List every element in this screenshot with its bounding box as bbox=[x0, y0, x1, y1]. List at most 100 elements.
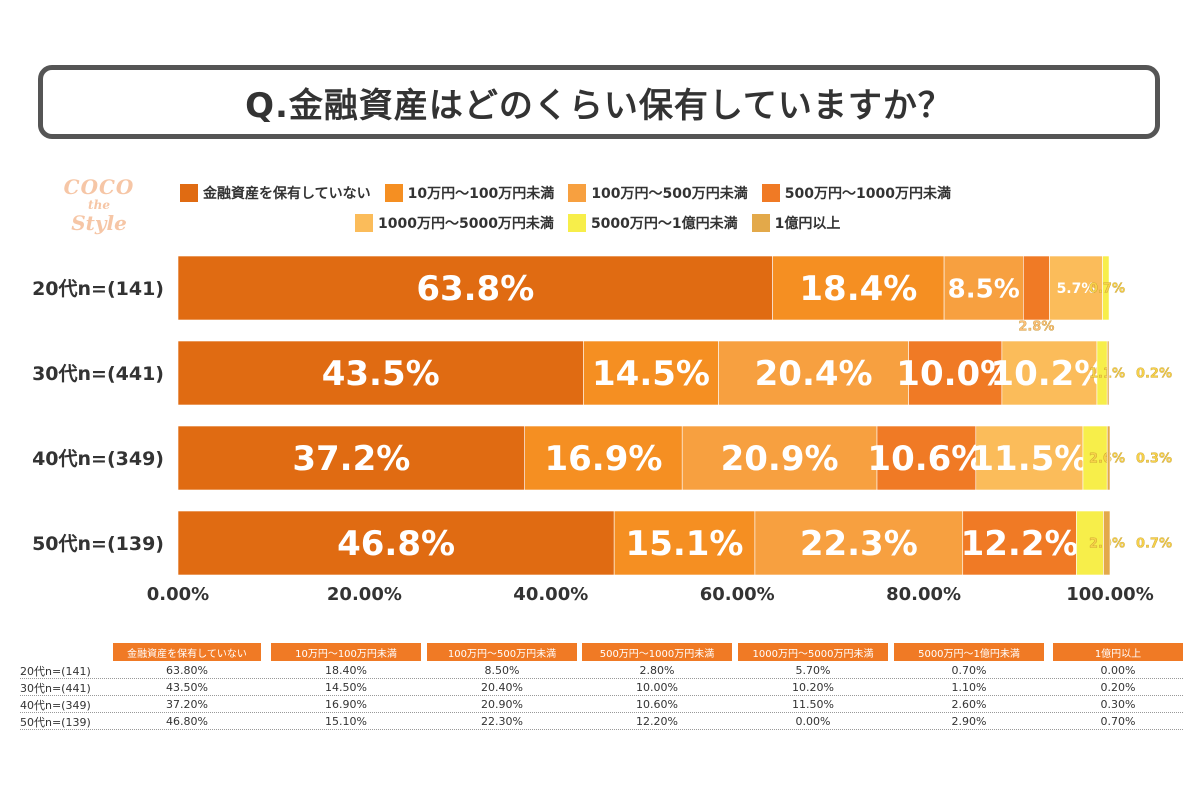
data-label: 0.2% bbox=[1136, 367, 1172, 382]
logo-line-3: Style bbox=[71, 211, 127, 235]
bar-segment bbox=[876, 425, 977, 491]
table-cell: 0.00% bbox=[1100, 664, 1136, 677]
bar-segment bbox=[177, 255, 773, 321]
table-cell: 22.30% bbox=[481, 715, 523, 728]
data-label: 18.4% bbox=[799, 269, 917, 309]
legend-label: 500万円～1000万円未満 bbox=[784, 186, 951, 202]
bar-segment bbox=[975, 425, 1084, 491]
x-tick-label: 20.00% bbox=[327, 584, 402, 605]
table-cell: 16.90% bbox=[325, 698, 367, 711]
legend-label: 1000万円～5000万円未満 bbox=[378, 216, 554, 232]
bar-segment bbox=[177, 340, 584, 406]
data-label: 12.2% bbox=[961, 524, 1079, 564]
data-label: 8.5% bbox=[948, 274, 1020, 304]
bar-segment bbox=[177, 425, 526, 491]
table-cell: 20.40% bbox=[481, 681, 523, 694]
legend-swatch bbox=[384, 184, 403, 202]
table-cell: 0.70% bbox=[951, 664, 987, 677]
bar-segment bbox=[1106, 340, 1110, 406]
table-cell: 1.10% bbox=[951, 681, 987, 694]
data-label: 10.2% bbox=[990, 354, 1108, 394]
legend-item: 1000万円～5000万円未満 bbox=[355, 213, 554, 233]
data-label: 43.5% bbox=[322, 354, 440, 394]
x-tick-label: 40.00% bbox=[513, 584, 588, 605]
table-cell: 2.60% bbox=[951, 698, 987, 711]
data-label: 16.9% bbox=[544, 439, 662, 479]
chart-legend: 金融資産を保有していない 10万円～100万円未満 100万円～500万円未満 500… bbox=[180, 183, 1140, 243]
logo-line-1: COCO bbox=[63, 175, 135, 199]
table-cell: 0.70% bbox=[1100, 715, 1136, 728]
table-cell: 20.90% bbox=[481, 698, 523, 711]
x-tick-label: 80.00% bbox=[886, 584, 961, 605]
data-label: 14.5% bbox=[592, 354, 710, 394]
brand-logo: COCO the Style bbox=[60, 175, 138, 240]
table-cell: 10.00% bbox=[636, 681, 678, 694]
x-tick-label: 100.00% bbox=[1066, 584, 1154, 605]
logo-line-2: the bbox=[88, 198, 110, 212]
table-cell: 10.60% bbox=[636, 698, 678, 711]
table-cell: 63.80% bbox=[166, 664, 208, 677]
table-cell: 12.20% bbox=[636, 715, 678, 728]
legend-item: 1億円以上 bbox=[751, 213, 841, 233]
data-label: 10.0% bbox=[896, 354, 1014, 394]
bar-segment bbox=[962, 510, 1077, 576]
bar-segment bbox=[1106, 425, 1111, 491]
bar-segment bbox=[754, 510, 964, 576]
table-cell: 0.30% bbox=[1100, 698, 1136, 711]
legend-swatch bbox=[568, 184, 587, 202]
data-label: 0.3% bbox=[1136, 452, 1172, 467]
table-row-divider bbox=[20, 712, 1183, 713]
bar-segment bbox=[1001, 340, 1098, 406]
table-cell: 2.90% bbox=[951, 715, 987, 728]
legend-swatch bbox=[355, 214, 373, 232]
title-box: Q.金融資産はどのくらい保有していますか？ bbox=[38, 65, 1160, 139]
data-label: 15.1% bbox=[626, 524, 744, 564]
legend-label: 1億円以上 bbox=[774, 216, 841, 232]
category-label: 50代n=(139) bbox=[32, 533, 164, 555]
table-cell: 11.50% bbox=[792, 698, 834, 711]
legend-item: 100万円～500万円未満 bbox=[568, 183, 748, 203]
table-header: 500万円～1000万円未満 bbox=[582, 643, 732, 661]
table-cell: 0.20% bbox=[1100, 681, 1136, 694]
data-label: 5.7% bbox=[1057, 281, 1096, 297]
table-row-label: 50代n=(139) bbox=[20, 716, 91, 729]
legend-swatch bbox=[751, 214, 770, 232]
data-label: 0.7% bbox=[1089, 282, 1125, 297]
bar-segment bbox=[1082, 425, 1108, 491]
legend-swatch bbox=[761, 184, 780, 202]
legend-item: 10万円～100万円未満 bbox=[384, 183, 555, 203]
legend-item: 5000万円～1億円未満 bbox=[567, 213, 738, 233]
page-title: Q.金融資産はどのくらい保有していますか？ bbox=[245, 85, 953, 126]
legend-item: 500万円～1000万円未満 bbox=[761, 183, 951, 203]
legend-item: 金融資産を保有していない bbox=[180, 183, 371, 203]
table-row-divider bbox=[20, 729, 1183, 730]
data-label: 11.5% bbox=[970, 439, 1088, 479]
data-label: 22.3% bbox=[800, 524, 918, 564]
stacked-bar-chart: 20代n=(141) 63.8% 18.4% 8.5%2.8%5.7%0.7%30代n… bbox=[32, 255, 1172, 605]
table-cell: 10.20% bbox=[792, 681, 834, 694]
table-row-divider bbox=[20, 678, 1183, 679]
table-cell: 46.80% bbox=[166, 715, 208, 728]
bar-segment bbox=[772, 255, 945, 321]
category-label: 40代n=(349) bbox=[32, 448, 164, 470]
data-label: 20.4% bbox=[755, 354, 873, 394]
data-label: 0.7% bbox=[1136, 537, 1172, 552]
table-row-label: 20代n=(141) bbox=[20, 665, 91, 678]
legend-swatch bbox=[180, 184, 198, 202]
data-label: 10.6% bbox=[867, 439, 985, 479]
table-cell: 8.50% bbox=[484, 664, 520, 677]
data-label: 46.8% bbox=[337, 524, 455, 564]
x-tick-label: 60.00% bbox=[700, 584, 775, 605]
legend-label: 5000万円～1億円未満 bbox=[590, 216, 738, 232]
table-header: 10万円～100万円未満 bbox=[271, 643, 421, 661]
x-tick-label: 0.00% bbox=[147, 584, 209, 605]
bar-segment bbox=[681, 425, 878, 491]
data-label: 63.8% bbox=[416, 269, 534, 309]
table-cell: 15.10% bbox=[325, 715, 367, 728]
legend-swatch bbox=[567, 214, 586, 232]
table-cell: 37.20% bbox=[166, 698, 208, 711]
data-label: 37.2% bbox=[292, 439, 410, 479]
legend-label: 10万円～100万円未満 bbox=[407, 186, 555, 202]
table-cell: 43.50% bbox=[166, 681, 208, 694]
table-cell: 2.80% bbox=[639, 664, 675, 677]
